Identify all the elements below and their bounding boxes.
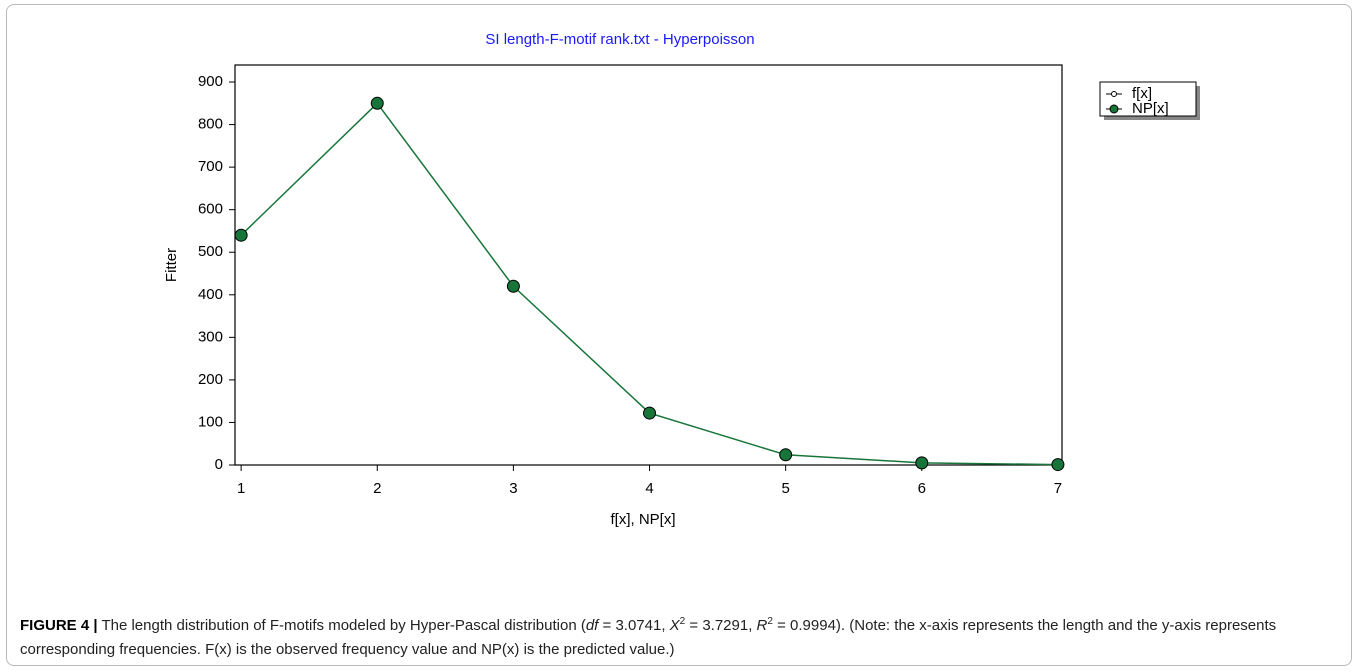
y-tick-label: 700 (198, 158, 223, 175)
y-tick-label: 0 (215, 456, 223, 473)
y-tick-label: 800 (198, 116, 223, 133)
chart: SI length-F-motif rank.txt - Hyperpoisso… (163, 31, 1200, 528)
data-point (915, 456, 929, 470)
figure-frame (6, 4, 1352, 666)
data-point (643, 406, 657, 420)
y-tick-label: 900 (198, 73, 223, 90)
caption-text: = 0.9994). (Note: the x-axis represents … (20, 617, 1277, 658)
caption-symbol: X (669, 617, 680, 634)
y-tick-label: 300 (198, 328, 223, 345)
data-point (779, 448, 793, 462)
caption-label: FIGURE 4 | (20, 617, 98, 634)
caption-text: = 3.0741, (598, 617, 670, 634)
legend-label: f[x] (1132, 85, 1152, 102)
x-tick-label: 7 (1054, 480, 1062, 497)
y-tick-label: 600 (198, 201, 223, 218)
y-axis-label: Fitter (163, 248, 180, 282)
caption-symbol: R (756, 617, 768, 634)
x-axis-label: f[x], NP[x] (610, 511, 675, 528)
plot-frame (234, 64, 1063, 466)
y-tick-label: 500 (198, 243, 223, 260)
caption-sup: 2 (767, 616, 773, 627)
x-tick-label: 5 (781, 480, 789, 497)
legend-label: NP[x] (1132, 100, 1169, 117)
data-point (506, 279, 520, 293)
x-tick-label: 2 (373, 480, 381, 497)
x-tick-label: 6 (918, 480, 926, 497)
caption-sup: 2 (679, 616, 686, 627)
x-tick-label: 1 (237, 480, 245, 497)
x-tick-label: 3 (509, 480, 517, 497)
data-point (1051, 458, 1065, 472)
y-tick-label: 200 (198, 371, 223, 388)
data-point (370, 96, 384, 110)
data-point (234, 228, 248, 242)
y-tick-label: 400 (198, 286, 223, 303)
x-tick-label: 4 (645, 480, 653, 497)
caption-text: The length distribution of F-motifs mode… (97, 617, 586, 634)
legend-marker (1109, 104, 1119, 114)
chart-title: SI length-F-motif rank.txt - Hyperpoisso… (485, 31, 754, 48)
y-tick-label: 100 (198, 413, 223, 430)
caption: FIGURE 4 | The length distribution of F-… (20, 614, 1340, 662)
legend-marker (1111, 91, 1117, 97)
caption-symbol: df (585, 617, 599, 634)
caption-text: = 3.7291, (685, 617, 757, 634)
